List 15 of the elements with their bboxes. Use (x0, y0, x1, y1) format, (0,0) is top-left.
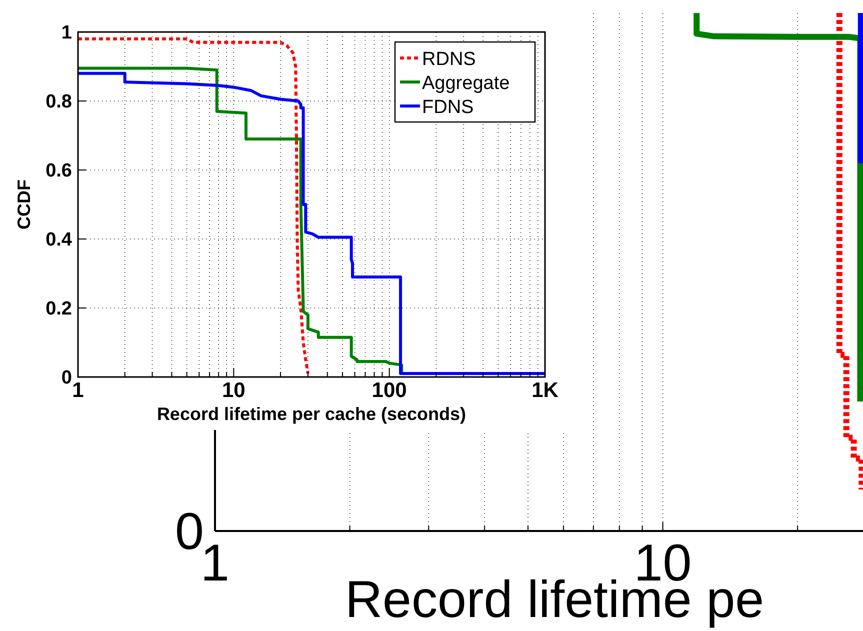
y-tick-label: 0.4 (46, 230, 72, 251)
y-tick-label: 1 (61, 22, 72, 44)
x-axis-title: Record lifetime per cache (seconds) (156, 404, 466, 424)
legend-label: Aggregate (422, 73, 510, 94)
x-tick-label: 1K (532, 378, 558, 402)
y-tick-label: 0 (61, 368, 72, 389)
x-tick-label: 10 (222, 378, 246, 402)
x-tick-label: 100 (372, 378, 407, 402)
legend-label: RDNS (422, 49, 476, 70)
y-tick-label: 0.6 (46, 160, 72, 182)
y-axis-title: CCDF (14, 180, 34, 230)
y-tick-label: 0.8 (46, 92, 72, 113)
legend-label: FDNS (422, 97, 474, 118)
text: 0 (175, 503, 204, 562)
y-tick-label: 0.2 (46, 298, 72, 320)
